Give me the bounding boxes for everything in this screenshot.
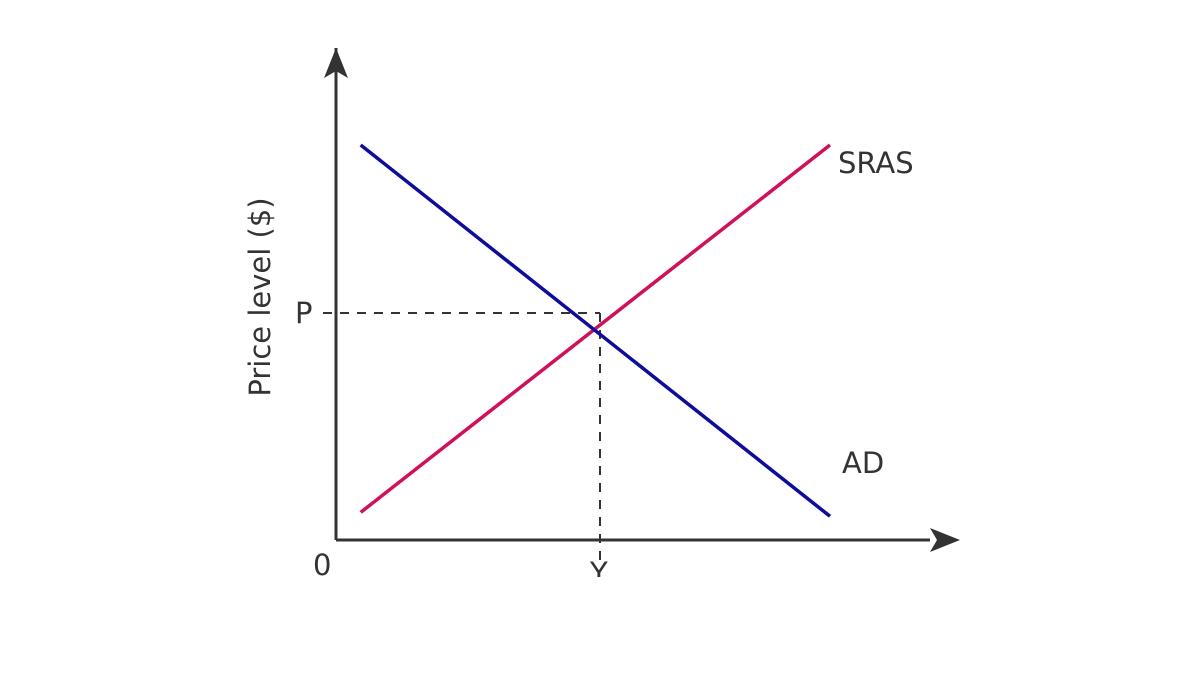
x-axis-arrow-icon (930, 528, 960, 552)
equilibrium-price-label: P (295, 296, 313, 330)
ad-series-label: AD (842, 446, 884, 480)
origin-label: 0 (313, 548, 331, 582)
y-axis-arrow-icon (324, 48, 348, 78)
label-clip-mask (570, 577, 630, 617)
ad-curve (359, 143, 832, 518)
y-axis-label: Price level ($) (243, 197, 277, 396)
sras-series-label: SRAS (838, 146, 914, 180)
